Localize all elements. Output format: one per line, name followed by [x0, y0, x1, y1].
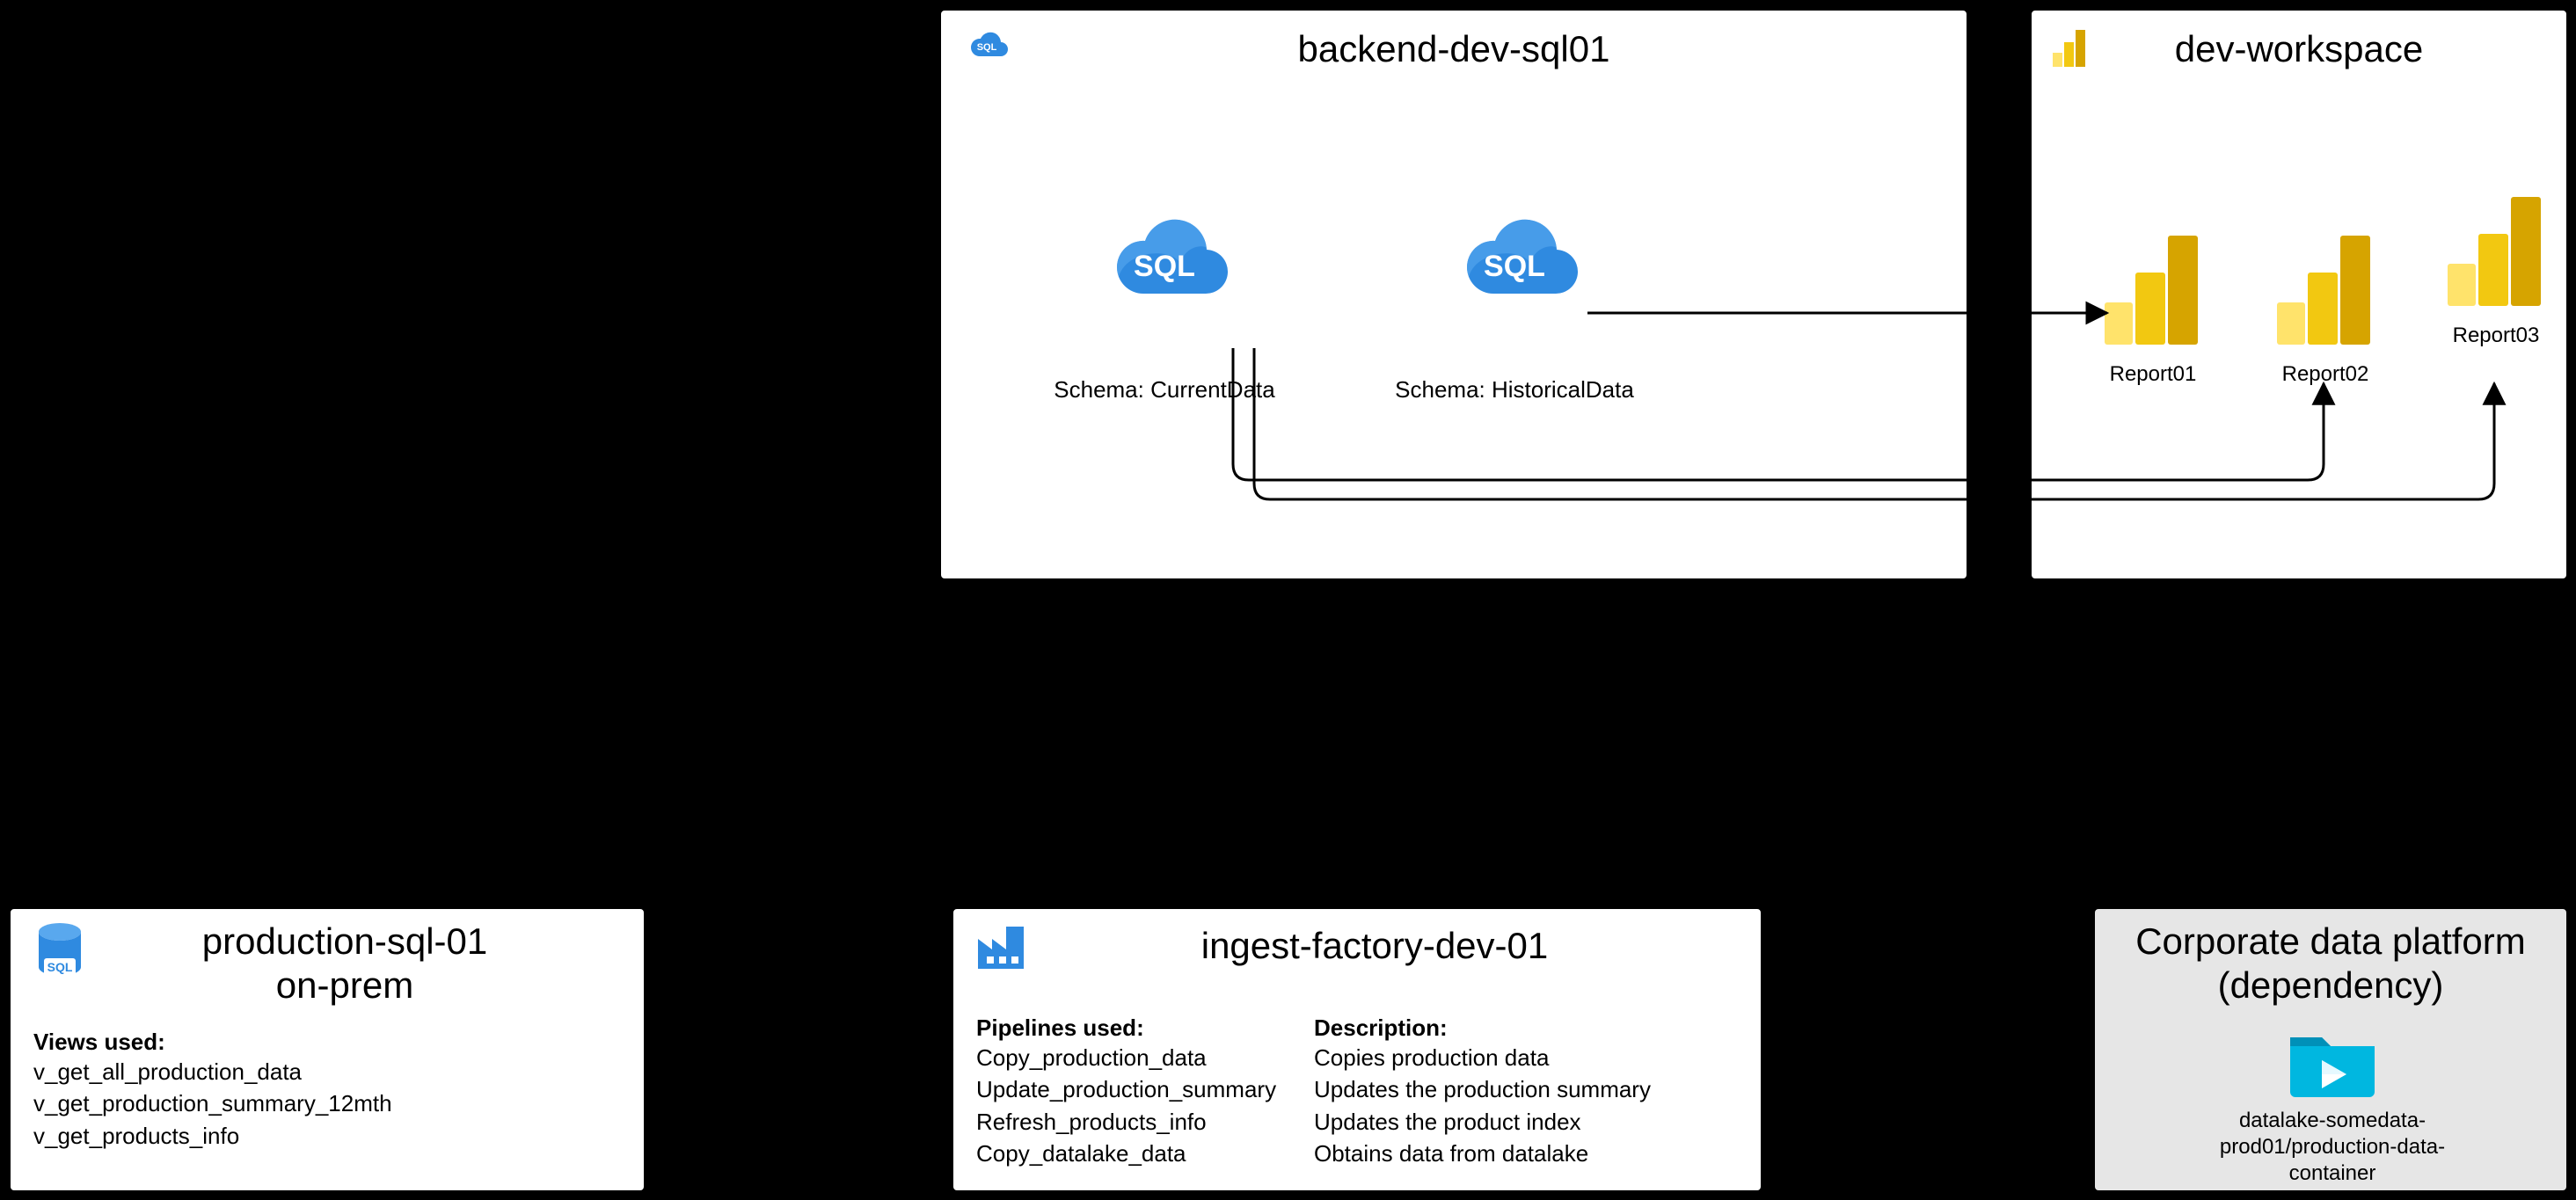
- box-onprem: SQL production-sql-01 on-prem Views used…: [9, 907, 646, 1192]
- factory-pipeline-line: Refresh_products_info: [976, 1106, 1276, 1138]
- sql-cloud-icon: SQL: [1444, 305, 1585, 320]
- onprem-views-heading: Views used:: [33, 1029, 392, 1056]
- node-report03: [2438, 186, 2554, 314]
- box-datalake-title-line2: (dependency): [2218, 964, 2444, 1006]
- node-report01: [2095, 225, 2211, 353]
- factory-description-line: Copies production data: [1314, 1042, 1651, 1073]
- svg-text:SQL: SQL: [1134, 250, 1195, 283]
- box-onprem-title: production-sql-01 on-prem: [63, 920, 626, 1008]
- factory-pipeline-line: Copy_datalake_data: [976, 1138, 1276, 1169]
- sql-cloud-icon: SQL: [1094, 305, 1235, 320]
- container-workspace-title: dev-workspace: [2032, 28, 2566, 70]
- svg-text:SQL: SQL: [1484, 250, 1545, 283]
- node-report02-label: Report02: [2273, 362, 2378, 387]
- box-datalake: Corporate data platform (dependency) dat…: [2093, 907, 2568, 1192]
- onprem-view-line: v_get_all_production_data: [33, 1056, 392, 1087]
- factory-description-line: Updates the product index: [1314, 1106, 1651, 1138]
- factory-description-line: Obtains data from datalake: [1314, 1138, 1651, 1169]
- powerbi-icon: [2273, 337, 2378, 352]
- container-workspace: dev-workspace Report01 Report02: [2030, 9, 2568, 580]
- factory-pipeline-line: Copy_production_data: [976, 1042, 1276, 1073]
- factory-description-line: Updates the production summary: [1314, 1073, 1651, 1105]
- container-backend-title: backend-dev-sql01: [941, 28, 1967, 70]
- powerbi-icon: [2100, 337, 2206, 352]
- box-factory-title: ingest-factory-dev-01: [1006, 925, 1743, 967]
- factory-pipeline-line: Update_production_summary: [976, 1073, 1276, 1105]
- node-schema-historical: SQL: [1430, 211, 1599, 321]
- datalake-folder-icon: [2287, 1022, 2378, 1103]
- node-schema-current-label: Schema: CurrentData: [1047, 376, 1282, 404]
- box-datalake-title: Corporate data platform (dependency): [2095, 920, 2566, 1008]
- box-onprem-title-line1: production-sql-01: [202, 920, 488, 962]
- factory-description-heading: Description:: [1314, 1015, 1651, 1042]
- powerbi-icon: [2443, 298, 2549, 313]
- node-schema-historical-label: Schema: HistoricalData: [1390, 376, 1639, 404]
- box-factory: ingest-factory-dev-01 Pipelines used: Co…: [952, 907, 1762, 1192]
- datalake-caption: datalake-somedata-prod01/production-data…: [2192, 1108, 2473, 1187]
- onprem-view-line: v_get_production_summary_12mth: [33, 1087, 392, 1119]
- node-report01-label: Report01: [2100, 362, 2206, 387]
- box-onprem-title-line2: on-prem: [276, 964, 413, 1006]
- container-backend: SQL backend-dev-sql01 SQL Schema: Curren…: [939, 9, 1968, 580]
- box-datalake-title-line1: Corporate data platform: [2135, 920, 2526, 962]
- onprem-view-line: v_get_products_info: [33, 1120, 392, 1152]
- node-report02: [2267, 225, 2383, 353]
- node-report03-label: Report03: [2443, 324, 2549, 348]
- node-schema-current: SQL: [1080, 211, 1249, 321]
- factory-pipelines-heading: Pipelines used:: [976, 1015, 1276, 1042]
